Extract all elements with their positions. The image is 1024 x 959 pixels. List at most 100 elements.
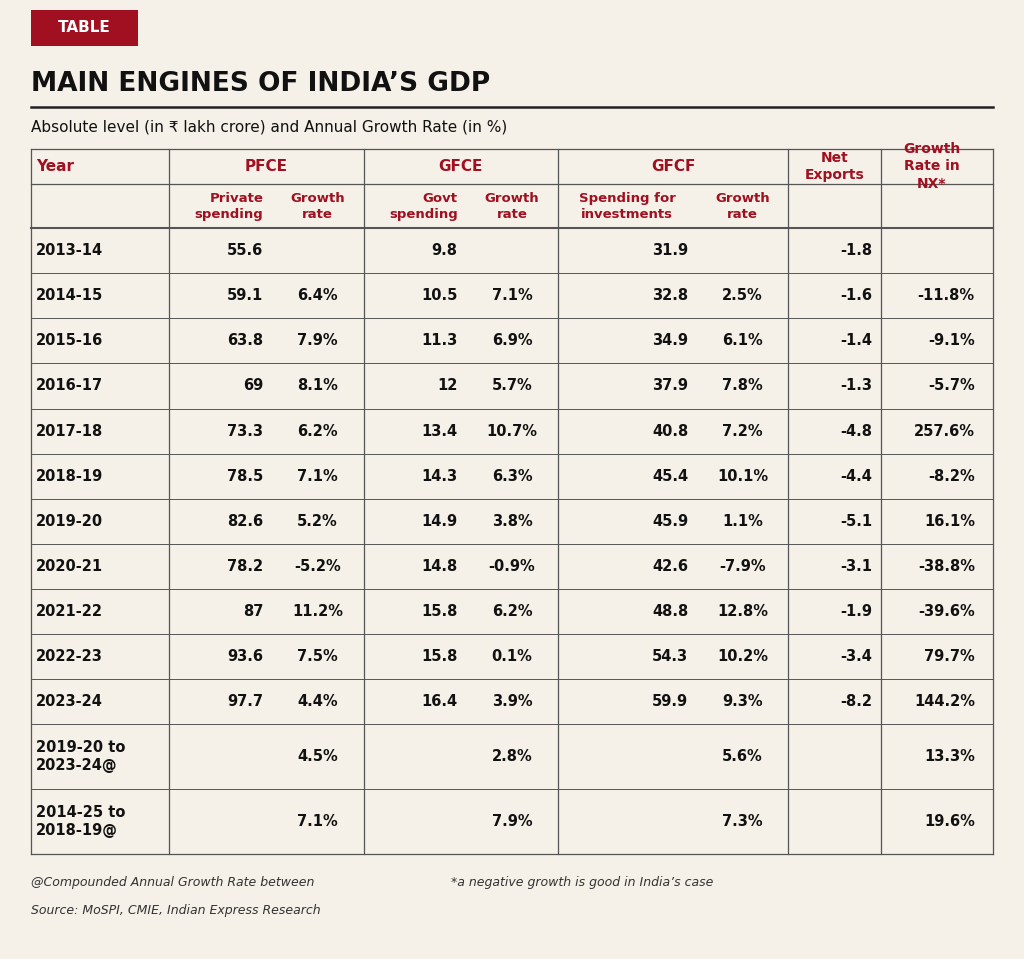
Text: PFCE: PFCE [245, 159, 288, 174]
Text: 2.8%: 2.8% [492, 749, 532, 764]
Text: 6.1%: 6.1% [722, 334, 763, 348]
Text: 11.3: 11.3 [422, 334, 458, 348]
Text: MAIN ENGINES OF INDIA’S GDP: MAIN ENGINES OF INDIA’S GDP [31, 71, 489, 98]
Text: -1.3: -1.3 [841, 379, 872, 393]
Text: 12.8%: 12.8% [717, 604, 768, 619]
Text: GFCF: GFCF [651, 159, 695, 174]
FancyBboxPatch shape [31, 10, 138, 46]
Text: 2.5%: 2.5% [722, 289, 763, 303]
Text: 1.1%: 1.1% [722, 514, 763, 528]
Text: 13.4: 13.4 [422, 424, 458, 438]
Text: 6.3%: 6.3% [492, 469, 532, 483]
Text: Spending for
investments: Spending for investments [579, 192, 676, 221]
Text: 10.2%: 10.2% [717, 649, 768, 664]
Text: 13.3%: 13.3% [924, 749, 975, 764]
Text: Private
spending: Private spending [195, 192, 263, 221]
Text: -0.9%: -0.9% [488, 559, 536, 573]
Text: 97.7: 97.7 [227, 694, 263, 709]
Text: -4.4: -4.4 [841, 469, 872, 483]
Text: 16.1%: 16.1% [924, 514, 975, 528]
Text: -5.1: -5.1 [841, 514, 872, 528]
Text: 78.2: 78.2 [227, 559, 263, 573]
Text: 45.9: 45.9 [652, 514, 688, 528]
Text: 257.6%: 257.6% [913, 424, 975, 438]
Text: @Compounded Annual Growth Rate between: @Compounded Annual Growth Rate between [31, 876, 314, 889]
Text: -38.8%: -38.8% [918, 559, 975, 573]
Text: 59.9: 59.9 [652, 694, 688, 709]
Text: -8.2: -8.2 [841, 694, 872, 709]
Text: 7.8%: 7.8% [722, 379, 763, 393]
Text: 6.9%: 6.9% [492, 334, 532, 348]
Text: 7.5%: 7.5% [297, 649, 338, 664]
Text: 73.3: 73.3 [227, 424, 263, 438]
Text: 2014-15: 2014-15 [36, 289, 103, 303]
Text: -1.9: -1.9 [841, 604, 872, 619]
Text: 10.1%: 10.1% [717, 469, 768, 483]
Text: 6.2%: 6.2% [297, 424, 338, 438]
Text: 55.6: 55.6 [227, 244, 263, 258]
Text: 7.1%: 7.1% [492, 289, 532, 303]
Text: 82.6: 82.6 [227, 514, 263, 528]
Text: TABLE: TABLE [58, 20, 111, 35]
Text: 7.3%: 7.3% [722, 814, 763, 830]
Text: 31.9: 31.9 [652, 244, 688, 258]
Text: 48.8: 48.8 [652, 604, 688, 619]
Text: 14.8: 14.8 [422, 559, 458, 573]
Text: -1.6: -1.6 [841, 289, 872, 303]
Text: Growth
rate: Growth rate [715, 192, 770, 221]
Text: 32.8: 32.8 [652, 289, 688, 303]
Text: Growth
rate: Growth rate [290, 192, 345, 221]
Text: 34.9: 34.9 [652, 334, 688, 348]
Text: Growth
rate: Growth rate [484, 192, 540, 221]
Text: 37.9: 37.9 [652, 379, 688, 393]
Text: 9.8: 9.8 [432, 244, 458, 258]
Text: -8.2%: -8.2% [928, 469, 975, 483]
Text: 9.3%: 9.3% [722, 694, 763, 709]
Text: Absolute level (in ₹ lakh crore) and Annual Growth Rate (in %): Absolute level (in ₹ lakh crore) and Ann… [31, 119, 507, 134]
Text: *a negative growth is good in India’s case: *a negative growth is good in India’s ca… [451, 876, 713, 889]
Text: -3.1: -3.1 [841, 559, 872, 573]
Text: 6.4%: 6.4% [297, 289, 338, 303]
Text: 4.4%: 4.4% [297, 694, 338, 709]
Text: 93.6: 93.6 [227, 649, 263, 664]
Text: 5.6%: 5.6% [722, 749, 763, 764]
Text: 0.1%: 0.1% [492, 649, 532, 664]
Text: -5.2%: -5.2% [294, 559, 341, 573]
Text: 7.1%: 7.1% [297, 814, 338, 830]
Text: 78.5: 78.5 [227, 469, 263, 483]
Text: Source: MoSPI, CMIE, Indian Express Research: Source: MoSPI, CMIE, Indian Express Rese… [31, 904, 321, 918]
Text: 3.9%: 3.9% [492, 694, 532, 709]
Text: 7.2%: 7.2% [722, 424, 763, 438]
Text: 5.2%: 5.2% [297, 514, 338, 528]
Text: 2014-25 to
2018-19@: 2014-25 to 2018-19@ [36, 806, 125, 838]
Text: -4.8: -4.8 [841, 424, 872, 438]
Text: 45.4: 45.4 [652, 469, 688, 483]
Text: 87: 87 [243, 604, 263, 619]
Text: 14.9: 14.9 [422, 514, 458, 528]
Text: 10.5: 10.5 [421, 289, 458, 303]
Text: 11.2%: 11.2% [292, 604, 343, 619]
Text: Govt
spending: Govt spending [389, 192, 458, 221]
Text: 2015-16: 2015-16 [36, 334, 103, 348]
Text: 4.5%: 4.5% [297, 749, 338, 764]
Text: Growth
Rate in
NX*: Growth Rate in NX* [903, 142, 961, 191]
Text: -5.7%: -5.7% [928, 379, 975, 393]
Text: 19.6%: 19.6% [924, 814, 975, 830]
Text: 3.8%: 3.8% [492, 514, 532, 528]
Text: 15.8: 15.8 [421, 604, 458, 619]
Text: 5.7%: 5.7% [492, 379, 532, 393]
Text: 42.6: 42.6 [652, 559, 688, 573]
Text: 2016-17: 2016-17 [36, 379, 103, 393]
Text: 79.7%: 79.7% [924, 649, 975, 664]
Text: 69: 69 [243, 379, 263, 393]
Text: 2023-24: 2023-24 [36, 694, 102, 709]
Text: -11.8%: -11.8% [918, 289, 975, 303]
Text: 2018-19: 2018-19 [36, 469, 103, 483]
Text: 6.2%: 6.2% [492, 604, 532, 619]
Text: 8.1%: 8.1% [297, 379, 338, 393]
Text: -3.4: -3.4 [841, 649, 872, 664]
Text: 7.1%: 7.1% [297, 469, 338, 483]
Text: 2013-14: 2013-14 [36, 244, 103, 258]
Text: 12: 12 [437, 379, 458, 393]
Text: -1.8: -1.8 [841, 244, 872, 258]
